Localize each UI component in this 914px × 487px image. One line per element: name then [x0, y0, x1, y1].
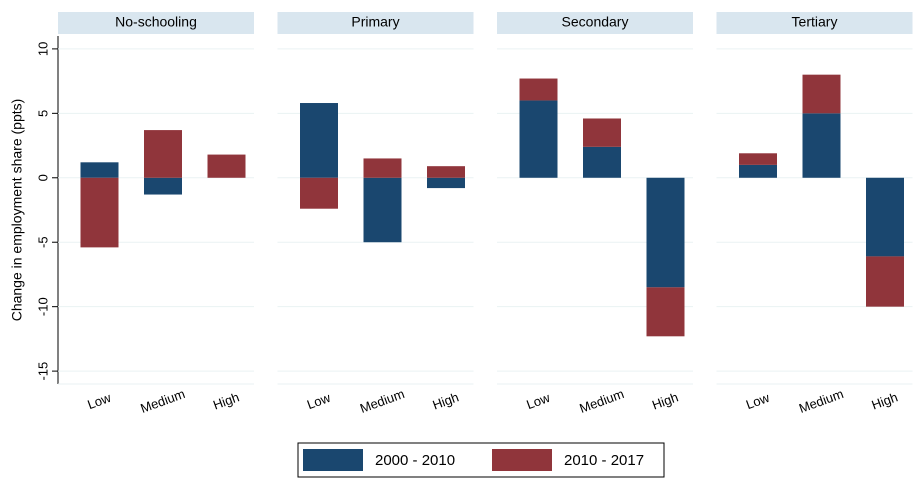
panel-header [58, 12, 254, 34]
bar [802, 74, 841, 114]
y-axis-label: Change in employment share (ppts) [9, 99, 25, 322]
x-tick-label: Medium [797, 386, 846, 416]
bar [583, 146, 621, 178]
bar [427, 177, 465, 189]
x-tick-label: Low [305, 390, 333, 412]
x-tick-label: Low [85, 390, 113, 412]
x-tick-label: High [211, 389, 241, 412]
legend-swatch [303, 449, 363, 471]
bar [80, 177, 119, 248]
bar [519, 78, 558, 101]
panel-header [277, 12, 474, 34]
bar [739, 153, 777, 165]
x-tick-label: Medium [358, 386, 407, 416]
bar [207, 154, 246, 178]
bar [80, 162, 119, 178]
bar [300, 103, 338, 178]
bar [363, 177, 402, 243]
legend-swatch [492, 449, 552, 471]
x-tick-label: Low [744, 390, 772, 412]
legend-label: 2010 - 2017 [564, 452, 644, 469]
bar [866, 256, 904, 307]
panel-title: No-schooling [115, 14, 197, 30]
bar [519, 100, 558, 178]
bar [427, 166, 465, 178]
bar [802, 113, 841, 178]
y-tick-label: 10 [35, 42, 50, 56]
x-tick-label: High [431, 389, 461, 412]
panel-title: Secondary [562, 14, 629, 30]
y-tick-label: -10 [35, 297, 50, 316]
x-tick-label: Low [524, 390, 552, 412]
bar [363, 158, 402, 178]
bar [646, 287, 685, 337]
y-tick-label: -5 [35, 236, 50, 248]
panel-title: Primary [351, 14, 399, 30]
bar [583, 118, 621, 147]
bar [646, 177, 685, 288]
bar [739, 164, 777, 178]
bar [144, 130, 182, 178]
y-tick-label: 5 [35, 110, 50, 117]
x-tick-label: Medium [138, 386, 187, 416]
y-tick-label: -15 [35, 362, 50, 381]
bar [866, 177, 904, 257]
x-tick-label: High [870, 389, 900, 412]
x-tick-label: Medium [577, 386, 626, 416]
panel-header [716, 12, 913, 34]
bar [144, 177, 182, 195]
panel-header [497, 12, 693, 34]
legend-label: 2000 - 2010 [375, 452, 455, 469]
bar [300, 177, 338, 209]
y-tick-label: 0 [35, 174, 50, 181]
panel-title: Tertiary [792, 14, 838, 30]
x-tick-label: High [650, 389, 680, 412]
